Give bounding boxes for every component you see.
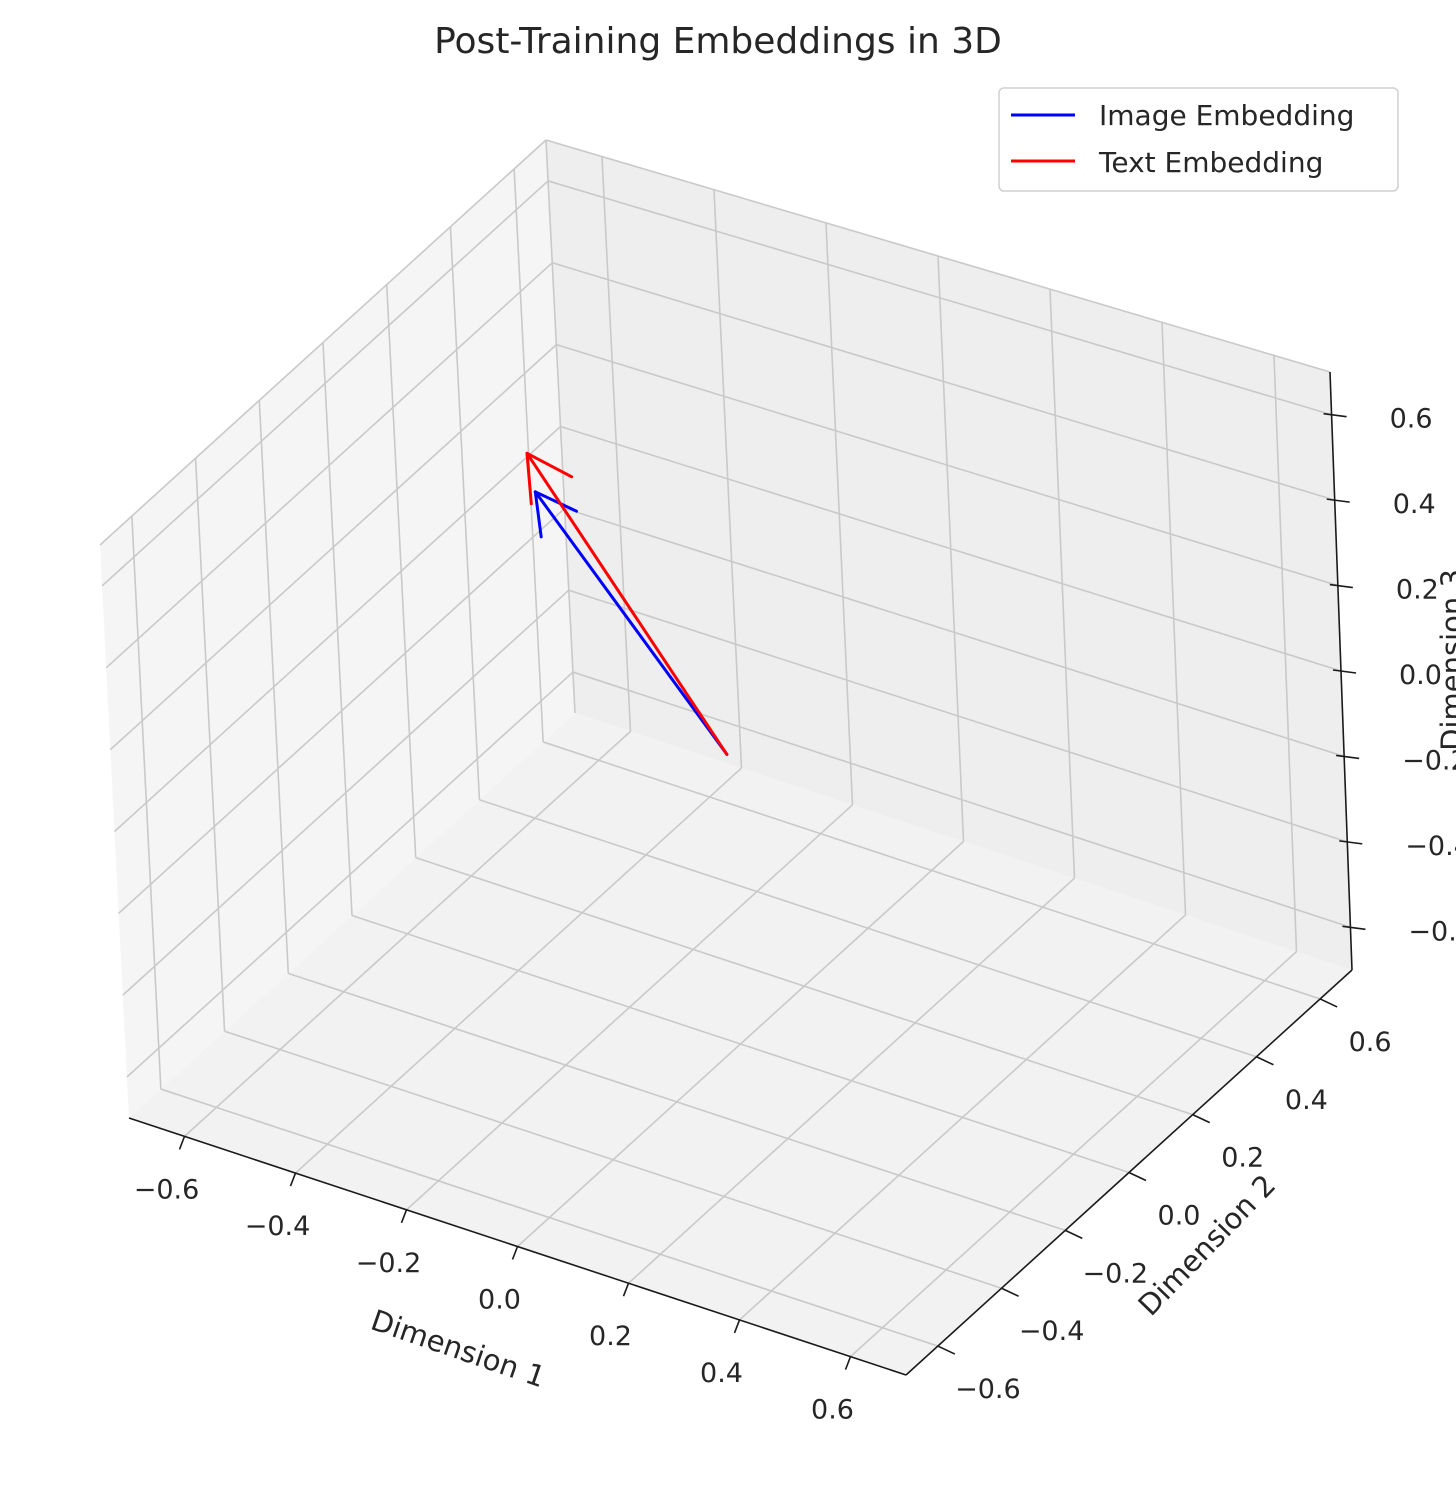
legend-label-image-embedding: Image Embedding <box>1099 99 1354 132</box>
arrow-shaft <box>525 451 729 756</box>
gridline-left-z <box>118 507 566 914</box>
gridline-floor-y <box>542 741 1321 1000</box>
gridline-left-z <box>126 671 574 1078</box>
x-tick-mark <box>178 1136 186 1150</box>
legend-frame <box>998 87 1399 192</box>
gridline-back-z <box>556 343 1339 587</box>
y-tick-label: −0.4 <box>1019 1316 1085 1347</box>
x-tick-label: −0.6 <box>134 1174 200 1205</box>
x-tick-label: −0.2 <box>356 1248 422 1279</box>
chart-arrows <box>525 451 729 756</box>
x-tick-label: 0.6 <box>811 1395 854 1426</box>
x-tick-mark <box>622 1282 630 1297</box>
z-tick-label: −0.2 <box>1402 745 1456 776</box>
legend-label-text-embedding: Text Embedding <box>1098 146 1323 179</box>
pane-edge <box>545 139 1331 373</box>
gridline-back-z <box>547 180 1332 416</box>
y-tick-mark <box>1001 1287 1019 1297</box>
z-tick-label: 0.2 <box>1396 575 1439 606</box>
x-tick-label: 0.0 <box>478 1285 521 1316</box>
gridline-back-z <box>564 507 1345 758</box>
arrow-text-embedding <box>525 451 729 756</box>
pane-edge <box>99 139 547 546</box>
arrow-head <box>525 451 574 506</box>
y-tick-label: 0.4 <box>1285 1085 1328 1116</box>
y-tick-mark <box>1319 998 1338 1008</box>
y-tick-label: 0.0 <box>1158 1201 1201 1232</box>
y-tick-label: 0.2 <box>1221 1143 1264 1174</box>
gridline-floor-y <box>288 972 1066 1232</box>
gridline-back-z <box>551 262 1335 501</box>
y-tick-label: 0.6 <box>1349 1027 1392 1058</box>
z-tick-mark <box>1332 669 1357 674</box>
pane-edge <box>545 139 576 714</box>
z-tick-label: −0.6 <box>1408 916 1456 947</box>
gridline-left-z <box>109 344 557 751</box>
x-tick-label: −0.4 <box>245 1211 311 1242</box>
gridline-back-z <box>572 671 1351 929</box>
x-tick-mark <box>844 1356 852 1370</box>
chart-legend: Image Embedding Text Embedding <box>998 87 1399 192</box>
chart-panes <box>100 140 1352 1375</box>
gridline-left-z <box>101 180 549 587</box>
gridline-back-z <box>560 425 1342 672</box>
z-tick-mark <box>1339 840 1363 845</box>
chart-axes <box>128 371 1366 1376</box>
gridline-left-z <box>113 425 562 833</box>
y-tick-mark <box>1192 1113 1211 1124</box>
gridline-floor-y <box>160 1088 939 1347</box>
gridline-floor-y <box>479 799 1257 1058</box>
z-tick-mark <box>1336 754 1360 760</box>
z-tick-label: 0.4 <box>1393 489 1436 520</box>
y-tick-label: −0.6 <box>955 1374 1021 1405</box>
gridline-floor-y <box>415 856 1193 1116</box>
chart-grid <box>99 139 1351 1358</box>
y-axis-label: Dimension 2 <box>1131 1168 1282 1322</box>
arrow-shaft <box>533 490 729 756</box>
z-tick-mark <box>1326 498 1350 503</box>
y-tick-label: −0.2 <box>1083 1258 1149 1289</box>
y-tick-mark <box>1128 1171 1147 1182</box>
gridline-floor-y <box>351 914 1130 1174</box>
z-axis-label: Dimension 3 <box>1435 569 1456 751</box>
chart-tick-labels: −0.6 −0.4 −0.2 0.0 0.2 0.4 0.6 −0.6 −0.4 −0.2 0.0 0… <box>134 404 1456 1426</box>
z-tick-label: −0.4 <box>1405 831 1456 862</box>
gridline-floor-y <box>224 1030 1002 1289</box>
z-tick-mark <box>1342 925 1366 931</box>
x-tick-mark <box>733 1319 741 1334</box>
x-axis-label: Dimension 1 <box>367 1303 550 1394</box>
y-tick-mark <box>937 1345 956 1355</box>
chart-title: Post-Training Embeddings in 3D <box>434 21 1002 62</box>
z-tick-label: 0.6 <box>1390 404 1433 435</box>
x-tick-mark <box>511 1246 519 1260</box>
back-pane <box>546 140 1352 970</box>
z-tick-mark <box>1323 412 1347 418</box>
y-tick-mark <box>1256 1056 1274 1066</box>
x-tick-label: 0.4 <box>700 1358 743 1389</box>
x-tick-label: 0.2 <box>589 1321 632 1352</box>
x-tick-mark <box>400 1209 408 1224</box>
gridline-back-z <box>568 589 1348 843</box>
z-tick-mark <box>1329 583 1353 589</box>
gridline-left-z <box>105 262 553 669</box>
x-tick-mark <box>289 1172 297 1187</box>
gridline-left-z <box>122 589 570 996</box>
y-tick-mark <box>1064 1229 1083 1240</box>
z-tick-label: 0.0 <box>1399 660 1442 691</box>
